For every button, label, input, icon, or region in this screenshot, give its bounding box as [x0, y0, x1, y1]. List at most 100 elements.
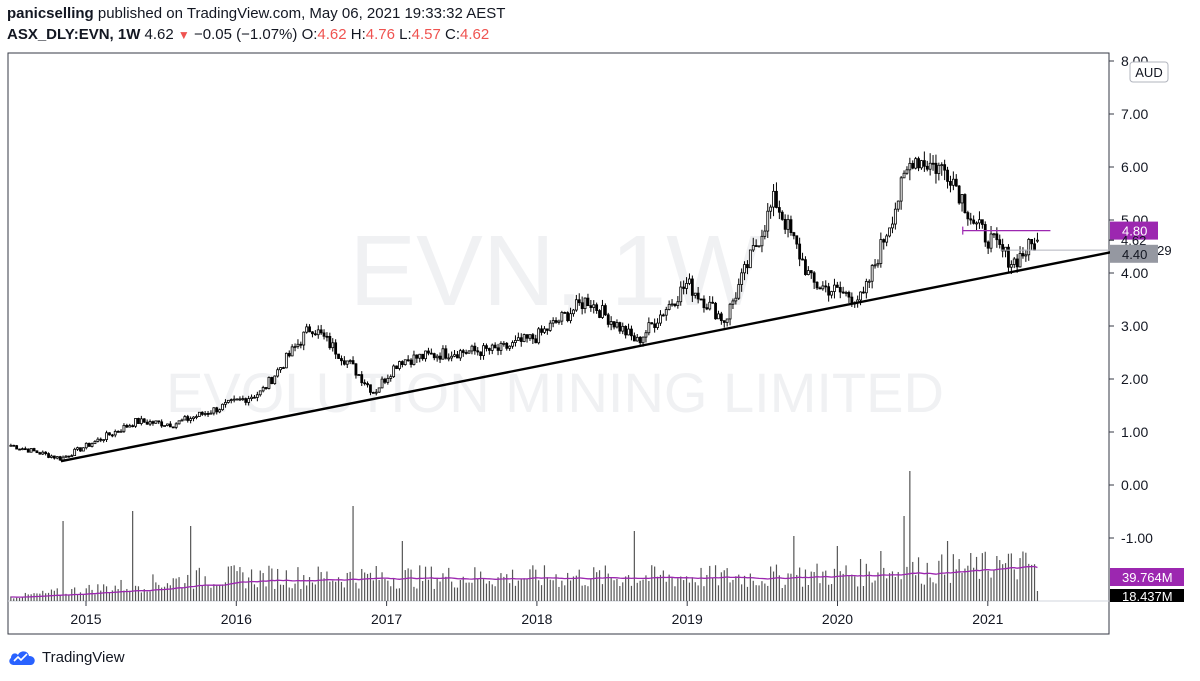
candle-body — [487, 348, 491, 351]
time-tick-label: 2021 — [972, 611, 1003, 627]
candle-body — [398, 361, 401, 369]
candle-body — [682, 286, 686, 289]
candle-body — [325, 335, 329, 338]
candle-body — [360, 374, 364, 384]
candle-body — [235, 398, 239, 401]
candle-body — [580, 302, 584, 309]
candle-body — [777, 207, 781, 213]
candle-body — [659, 314, 662, 324]
candle-body — [264, 387, 268, 389]
candle-body — [632, 335, 636, 342]
candle-body — [171, 426, 175, 429]
candle-body — [371, 391, 375, 394]
candle-body — [461, 350, 465, 353]
candle-body — [467, 350, 471, 354]
candle-body — [864, 281, 868, 294]
price-tick-label: 2.00 — [1121, 371, 1148, 387]
candle-body — [920, 160, 923, 169]
candle-body — [975, 222, 978, 225]
candle-body — [435, 355, 439, 359]
volume-bars — [10, 471, 1039, 601]
candle-body — [331, 342, 335, 349]
candle-body — [972, 219, 976, 224]
candle-body — [1018, 253, 1022, 268]
candle-body — [203, 413, 207, 415]
candle-body — [168, 423, 172, 428]
line-level-label-box — [1110, 221, 1158, 240]
candle-body — [760, 235, 764, 247]
candle-body — [354, 363, 358, 376]
candle-body — [253, 396, 256, 399]
candle-body — [847, 292, 851, 298]
candle-body — [41, 451, 45, 455]
candle-body — [670, 303, 674, 306]
candle-body — [319, 329, 323, 334]
candle-body — [128, 425, 132, 428]
candle-body — [722, 320, 726, 323]
candle-body — [238, 398, 242, 401]
tradingview-logo[interactable]: TradingView — [8, 648, 125, 666]
candle-body — [511, 342, 514, 347]
candle-body — [690, 278, 694, 296]
candle-body — [731, 300, 735, 305]
candle-body — [899, 177, 903, 202]
candle-body — [250, 396, 253, 400]
candle-body — [377, 387, 381, 393]
candle-body — [780, 211, 784, 220]
candle-body — [157, 420, 161, 423]
candle-body — [189, 418, 193, 421]
candle-body — [316, 329, 320, 336]
trendline[interactable] — [60, 250, 1114, 463]
candle-body — [705, 307, 709, 310]
candle-body — [363, 382, 367, 385]
author-name[interactable]: panicselling — [7, 5, 94, 22]
candle-body — [90, 443, 94, 447]
candle-body — [531, 334, 535, 340]
candle-body — [589, 305, 593, 308]
candle-body — [490, 344, 494, 351]
candle-body — [737, 284, 741, 299]
candle-body — [177, 420, 181, 425]
candle-body — [369, 384, 372, 393]
candle-body — [1001, 244, 1005, 252]
legend-row: ASX_DLY:EVN, 1W 4.62 ▼ −0.05 (−1.07%) O:… — [7, 26, 489, 43]
candle-body — [322, 332, 326, 337]
candle-body — [586, 297, 590, 307]
candle-body — [221, 403, 224, 411]
currency-box[interactable] — [1129, 61, 1169, 83]
time-axis[interactable]: 2015 2016 2017 2018 2019 2020 2021 — [70, 601, 1004, 627]
open-value: 4.62 — [317, 26, 347, 43]
candle-body — [284, 352, 288, 369]
candle-body — [522, 334, 526, 342]
candle-body — [641, 336, 645, 344]
candle-body — [601, 305, 604, 318]
candle-body — [969, 218, 973, 221]
candle-body — [444, 348, 448, 359]
candle-body — [1024, 254, 1028, 257]
candle-body — [833, 284, 836, 292]
candle-body — [902, 172, 906, 179]
price-axis[interactable]: 8.007.006.005.004.003.002.001.000.00-1.0… — [1109, 53, 1184, 604]
candle-body — [340, 358, 343, 362]
candle-body — [380, 378, 384, 389]
candle-body — [456, 354, 459, 359]
candle-body — [409, 359, 413, 365]
candle-body — [711, 301, 715, 304]
time-tick-label: 2018 — [521, 611, 552, 627]
down-arrow-icon: ▼ — [177, 28, 190, 42]
candle-body — [873, 264, 877, 267]
candle-body — [661, 314, 665, 317]
candle-body — [76, 447, 79, 450]
candle-body — [258, 390, 262, 396]
candle-body — [566, 312, 570, 322]
candle-body — [102, 439, 106, 441]
candle-body — [867, 280, 871, 283]
candle-body — [624, 325, 628, 336]
candle-body — [447, 357, 451, 360]
candle-body — [911, 162, 915, 169]
candle-body — [766, 210, 770, 232]
candle-body — [931, 162, 935, 165]
candle-body — [215, 407, 219, 413]
candle-body — [696, 292, 700, 300]
